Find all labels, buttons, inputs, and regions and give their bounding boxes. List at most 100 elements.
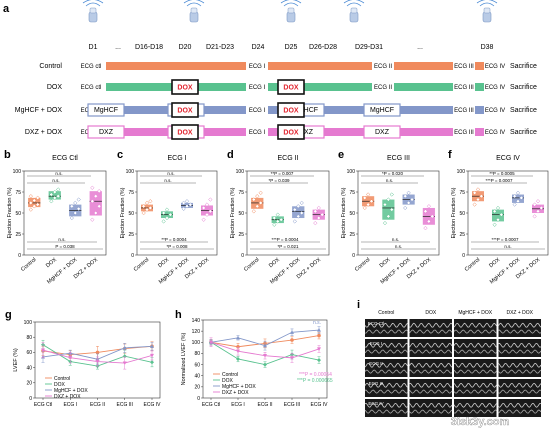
line-panels: g 0 20 40 60 80 100 LVEF (%) ECG Ctl ECG I ECG II E… — [5, 309, 333, 408]
watermark: 3isk3y.com — [451, 416, 510, 428]
data-point — [317, 333, 321, 338]
ecg-label: ECG I — [249, 130, 266, 136]
ecg-column-label: MgHCF + DOX — [458, 310, 492, 316]
data-point — [292, 207, 297, 212]
panel-letter-i: i — [357, 299, 360, 311]
data-point — [164, 207, 170, 212]
data-point — [275, 219, 280, 224]
data-point — [365, 202, 371, 207]
ecg-waveform — [364, 369, 408, 374]
ecg-trace-tile — [498, 319, 541, 337]
data-point — [49, 192, 54, 197]
ecg-waveform — [409, 402, 453, 408]
data-point — [184, 199, 190, 204]
ecg-waveform — [498, 409, 542, 414]
ecg-waveform — [364, 342, 408, 348]
data-point — [539, 205, 544, 211]
row-label: DOX — [47, 84, 63, 91]
data-point — [236, 335, 240, 340]
y-tick-label: 100 — [347, 169, 356, 175]
data-point — [292, 219, 297, 224]
legend-label: DXZ + DOX — [222, 390, 249, 396]
ecg-waveform — [453, 389, 497, 394]
data-point — [28, 207, 33, 212]
significance-label: ***P = 0.00054 — [299, 372, 332, 378]
data-point — [313, 220, 318, 226]
x-tick-label: ECG Ctl — [202, 402, 220, 408]
y-tick-label: 0 — [352, 253, 355, 259]
ecg-waveform — [453, 409, 497, 414]
data-point — [532, 214, 537, 219]
box-panel-c: c ECG I 0 25 50 75 100 Ejection Fraction (%) Con… — [117, 149, 218, 285]
day-label: D29-D31 — [355, 44, 383, 51]
ecg-label: ECG I — [249, 85, 266, 91]
y-tick-label: 40 — [194, 374, 200, 380]
box — [512, 194, 524, 203]
y-tick-label: 0 — [18, 253, 21, 259]
data-point — [532, 202, 537, 207]
data-point — [181, 206, 186, 211]
data-point — [95, 359, 100, 364]
data-point — [201, 217, 206, 222]
data-point — [382, 202, 388, 207]
panel-title: ECG Ctl — [52, 155, 78, 162]
data-point — [389, 207, 394, 212]
probe-wave — [183, 0, 205, 4]
data-point — [369, 199, 374, 204]
box — [89, 191, 102, 216]
ecg-label: ECG II — [374, 85, 392, 91]
probe-wave — [476, 0, 498, 4]
y-tick-label: 50 — [128, 211, 134, 217]
y-tick-label: 0 — [131, 253, 134, 259]
category-label: Control — [354, 257, 371, 273]
day-label: D26-D28 — [309, 44, 337, 51]
x-tick-label: ECG Ctl — [34, 402, 52, 408]
box — [251, 197, 264, 209]
data-point — [495, 205, 501, 211]
panel-title: ECG II — [277, 155, 298, 162]
data-point — [188, 202, 193, 207]
probe-wave — [283, 2, 299, 7]
ecg-trace-tile — [409, 359, 452, 377]
sacrifice-label: Sacrifice — [510, 129, 537, 136]
significance-label: n.s. — [58, 237, 65, 242]
data-point — [32, 198, 37, 203]
legend-label: Control — [222, 372, 238, 378]
treatment-box — [363, 125, 401, 139]
ecg-label-bg — [372, 61, 394, 71]
ecg-waveform — [364, 329, 408, 334]
data-point — [519, 195, 524, 201]
data-point — [403, 205, 408, 211]
data-point — [76, 206, 81, 211]
data-point — [290, 338, 294, 342]
data-point — [251, 209, 256, 214]
category-label: DOX — [268, 257, 281, 269]
ecg-waveform — [498, 383, 542, 388]
probe-body — [189, 11, 199, 23]
dox-injection-label: DOX — [177, 130, 193, 137]
probe-wave — [280, 0, 302, 4]
row-label: Control — [39, 63, 62, 70]
data-point — [168, 212, 173, 217]
data-point — [362, 205, 367, 211]
data-point — [93, 210, 98, 216]
y-tick-label: 60 — [194, 362, 200, 368]
significance-label: n.s. — [164, 178, 171, 183]
data-point — [492, 209, 497, 214]
ecg-waveform — [453, 329, 497, 334]
data-point — [204, 202, 210, 207]
data-point — [181, 200, 186, 206]
data-point — [141, 204, 146, 209]
significance-label: **P = 0.007 — [271, 171, 294, 176]
y-axis-label: Ejection Fraction (%) — [7, 187, 13, 238]
y-tick-label: 40 — [26, 365, 32, 371]
ecg-waveform — [498, 322, 542, 328]
ultrasound-probe-icon — [82, 0, 104, 23]
panel-title: ECG III — [387, 155, 410, 162]
data-point — [52, 195, 57, 201]
significance-label: n.s. — [55, 171, 62, 176]
data-point — [69, 215, 74, 221]
significance-label: ***P = 0.000665 — [297, 378, 333, 384]
data-point — [386, 197, 391, 202]
data-point — [275, 212, 280, 217]
